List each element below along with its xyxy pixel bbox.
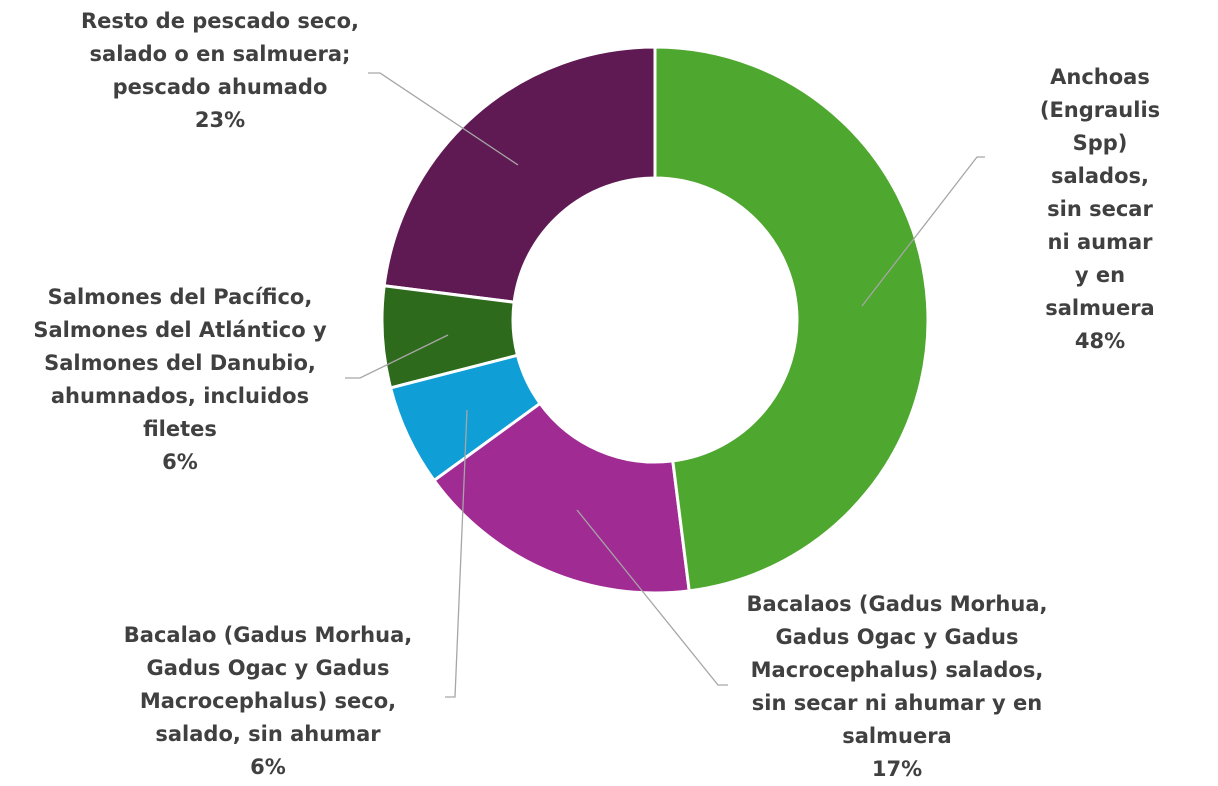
value-label: 6% — [250, 755, 286, 779]
slice-label: Bacalaos (Gadus Morhua, Gadus Ogac y Gad… — [747, 588, 1048, 786]
slice-label: Anchoas (Engraulis Spp) salados, sin sec… — [1040, 61, 1160, 358]
value-label: 48% — [1074, 329, 1126, 353]
leader-line — [861, 156, 985, 307]
slice — [653, 45, 930, 593]
category-label: Bacalao (Gadus Morhua, Gadus Ogac y Gadu… — [123, 623, 413, 746]
slice — [382, 45, 657, 304]
category-label: Salmones del Pacífico, Salmones del Atlá… — [33, 285, 327, 441]
category-label: Resto de pescado seco, salado o en salmu… — [80, 9, 360, 99]
value-label: 17% — [871, 757, 923, 781]
leader-lines — [345, 72, 985, 698]
slice-label: Salmones del Pacífico, Salmones del Atlá… — [33, 281, 326, 479]
slice-label: Resto de pescado seco, salado o en salmu… — [81, 5, 359, 137]
value-label: 23% — [194, 108, 246, 132]
leader-line — [576, 509, 728, 686]
leader-line — [368, 72, 519, 166]
slice — [380, 284, 520, 390]
leader-line — [345, 334, 449, 379]
category-label: Bacalaos (Gadus Morhua, Gadus Ogac y Gad… — [746, 592, 1048, 748]
slice — [388, 353, 543, 483]
slice — [432, 401, 691, 595]
slice-label: Bacalao (Gadus Morhua, Gadus Ogac y Gadu… — [124, 619, 412, 784]
category-label: Anchoas (Engraulis Spp) salados, sin sec… — [1039, 65, 1161, 320]
value-label: 6% — [162, 450, 198, 474]
leader-line — [445, 409, 468, 698]
